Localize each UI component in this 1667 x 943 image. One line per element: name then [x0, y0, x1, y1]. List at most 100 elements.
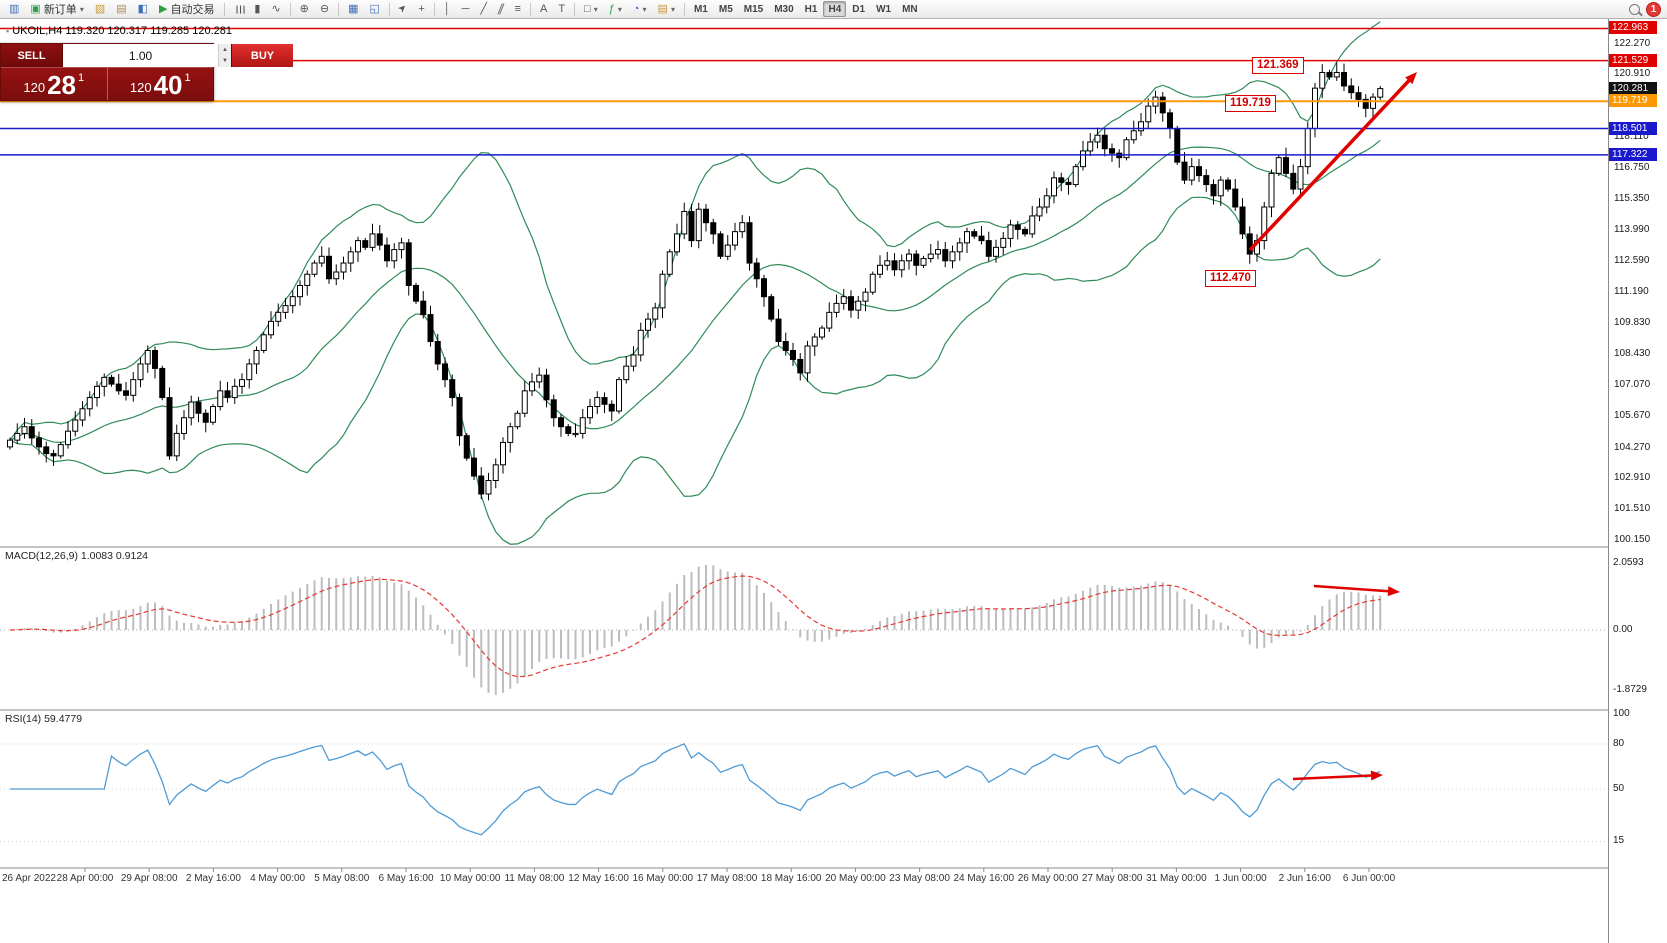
candlestick-chart-button[interactable]: ▮ [249, 1, 265, 18]
price-tick: 102.910 [1614, 472, 1651, 484]
rsi-scale-15: 15 [1613, 835, 1625, 846]
time-tick: 12 May 16:00 [568, 873, 629, 884]
toolbar-separator [338, 2, 340, 16]
new-order-icon: ▣ [30, 2, 41, 15]
time-tick: 6 May 16:00 [378, 873, 434, 884]
timeframe-m5[interactable]: M5 [718, 4, 733, 15]
sell-price[interactable]: 120 28 1 [23, 69, 85, 100]
time-tick: 20 May 00:00 [825, 873, 886, 884]
text-button[interactable]: A [535, 1, 552, 18]
price-tick: 100.150 [1614, 533, 1651, 545]
price-tick: 118.110 [1614, 131, 1649, 143]
time-tick: 1 Jun 00:00 [1214, 873, 1267, 884]
market-watch-button[interactable]: ◧ [133, 1, 153, 18]
indicators-icon: ƒ [608, 2, 615, 15]
tile-windows-button[interactable]: ▦ [343, 1, 363, 18]
time-tick: 16 May 00:00 [632, 873, 694, 884]
templates-dropdown[interactable]: ▤ ▾ [657, 2, 675, 15]
toolbar-separator [529, 2, 531, 16]
toolbar-separator [683, 2, 685, 16]
timeframe-mn[interactable]: MN [902, 4, 918, 15]
volume-input[interactable] [63, 44, 218, 67]
chart-grid-icon: ▧ [94, 2, 106, 15]
price-tick: 105.670 [1614, 410, 1651, 422]
text-label-button[interactable]: T [553, 1, 570, 18]
price-marker: 119.719 [1609, 94, 1657, 108]
timeframe-m15[interactable]: M15 [743, 4, 764, 15]
buy-price[interactable]: 120 40 1 [129, 69, 191, 100]
tile-windows-icon: ▦ [348, 2, 359, 15]
price-marker: 122.963 [1609, 21, 1657, 35]
sell-button[interactable]: SELL [1, 44, 63, 67]
rsi-scale-100: 100 [1613, 708, 1630, 719]
time-axis[interactable]: 26 Apr 2022 28 Apr 00:00 29 Apr 08:00 2 May… [0, 871, 1608, 889]
indicators-dropdown[interactable]: ƒ ▾ [608, 2, 622, 15]
timeframe-h1[interactable]: H1 [804, 4, 818, 15]
time-tick: 17 May 08:00 [696, 873, 758, 884]
timeframe-w1[interactable]: W1 [876, 4, 892, 15]
new-order-button[interactable]: ▣ 新订单 ▾ [30, 2, 84, 16]
horizontal-line-button[interactable]: ─ [457, 1, 475, 18]
macd-scale-zero: 0.00 [1613, 624, 1633, 635]
app-icon: ▥ [9, 2, 20, 15]
crosshair-button[interactable]: + [413, 1, 429, 18]
bar-chart-icon: ☰ [232, 4, 245, 14]
buy-button[interactable]: BUY [231, 44, 293, 67]
bar-chart-button[interactable]: ☰ [229, 1, 249, 18]
trendline-icon: ╱ [480, 2, 488, 15]
time-tick: 29 Apr 08:00 [120, 873, 178, 884]
price-annotation-121369[interactable]: 121.369 [1252, 57, 1304, 74]
price-tick: 107.070 [1614, 378, 1651, 390]
timeframe-m30[interactable]: M30 [774, 4, 794, 15]
volume-down-icon[interactable]: ▼ [219, 55, 231, 67]
price-tick: 108.430 [1614, 348, 1651, 360]
cascade-windows-button[interactable]: ◱ [365, 1, 385, 18]
trendline-button[interactable]: ╱ [475, 1, 492, 18]
auto-trading-button[interactable]: ▶ 自动交易 [159, 2, 215, 16]
time-tick: 31 May 00:00 [1146, 873, 1207, 884]
toolbar-separator [574, 2, 576, 16]
time-tick: 6 Jun 00:00 [1342, 873, 1396, 884]
macd-indicator-label: MACD(12,26,9) 1.0083 0.9124 [5, 550, 149, 562]
chart-grid-button[interactable]: ▧ [90, 1, 110, 18]
price-annotation-112470[interactable]: 112.470 [1205, 270, 1256, 287]
periods-dropdown[interactable]: ◔ ▾ [632, 2, 647, 15]
price-annotation-119719[interactable]: 119.719 [1225, 95, 1276, 112]
cursor-button[interactable]: ➤ [394, 1, 412, 18]
notification-badge[interactable]: 1 [1646, 1, 1661, 17]
main-toolbar: ▥ ▣ 新订单 ▾ ▧ ▤ ◧ ▶ 自动交易 ☰ ▮ ∿ ⊕ ⊖ ▦ ◱ ➤ +… [0, 0, 1667, 19]
text-label-icon: T [558, 2, 566, 15]
shapes-dropdown[interactable]: □ ▾ [584, 2, 598, 15]
fibonacci-button[interactable]: ≡ [510, 1, 526, 18]
price-marker: 117.322 [1609, 147, 1657, 161]
price-scale[interactable]: 122.270 120.910 118.110 116.750 115.350 113.9… [1608, 19, 1667, 943]
zoom-out-icon: ⊖ [319, 2, 330, 15]
volume-box: ▲ ▼ [63, 44, 231, 67]
channel-button[interactable]: ∥ [493, 1, 509, 18]
market-watch-icon: ◧ [137, 2, 149, 15]
price-marker: 121.529 [1609, 53, 1657, 67]
toolbar-separator [388, 2, 390, 16]
zoom-in-button[interactable]: ⊕ [295, 1, 314, 18]
price-tick: 104.270 [1614, 441, 1651, 453]
toolbar-separator [433, 2, 435, 16]
cursor-icon: ➤ [395, 1, 410, 16]
zoom-out-button[interactable]: ⊖ [315, 1, 334, 18]
profiles-button[interactable]: ▤ [111, 1, 131, 18]
search-icon[interactable] [1629, 3, 1640, 15]
line-chart-button[interactable]: ∿ [266, 1, 285, 18]
time-tick: 11 May 08:00 [504, 873, 565, 884]
vertical-line-button[interactable]: │ [439, 1, 456, 18]
templates-icon: ▤ [657, 2, 668, 15]
timeframe-d1[interactable]: D1 [852, 4, 866, 15]
macd-scale-max: 2.0593 [1613, 557, 1644, 568]
volume-up-icon[interactable]: ▲ [219, 44, 231, 56]
timeframe-h4[interactable]: H4 [823, 1, 847, 17]
timeframe-m1[interactable]: M1 [693, 4, 708, 15]
time-tick: 27 May 08:00 [1081, 873, 1143, 884]
cascade-windows-icon: ◱ [369, 2, 380, 15]
time-tick: 10 May 00:00 [439, 873, 501, 884]
